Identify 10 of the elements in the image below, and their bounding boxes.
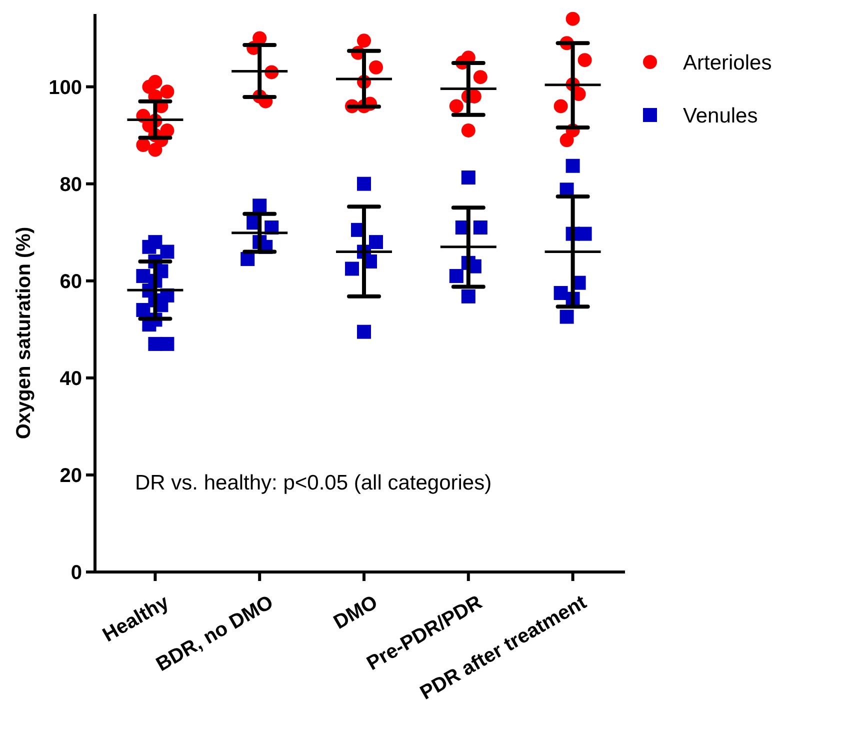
y-tick-label: 80 [60,174,82,196]
y-tick-label: 40 [60,368,82,390]
legend-label: Arterioles [683,51,772,74]
y-tick-label: 100 [48,76,82,99]
y-axis-title: Oxygen saturation (%) [13,226,35,440]
legend-label: Venules [683,104,758,128]
annotation: DR vs. healthy: p<0.05 (all categories) [135,472,492,495]
y-tick-label: 20 [60,464,82,487]
y-tick-label: 60 [60,270,82,293]
y-tick-label: 0 [70,562,82,584]
